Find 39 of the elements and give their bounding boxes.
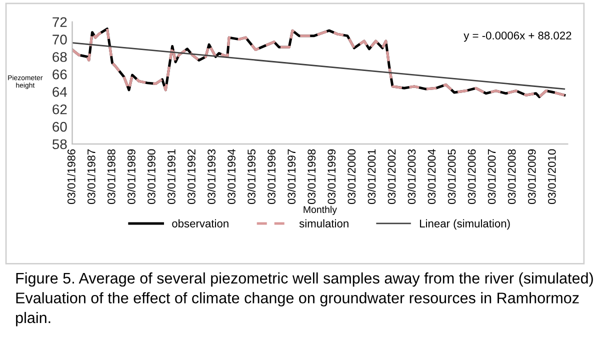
x-tick-label: 03/01/2010 xyxy=(548,149,556,204)
x-tick-label: 03/01/1992 xyxy=(187,149,196,204)
x-tick-label: 03/01/1989 xyxy=(127,149,136,204)
x-tick-label: 03/01/2003 xyxy=(408,149,416,204)
x-tick-label: 03/01/2009 xyxy=(528,149,536,204)
legend-label: simulation xyxy=(299,219,348,228)
y-tick-label: 72 xyxy=(52,17,67,27)
x-tick-label: 03/01/2002 xyxy=(387,149,396,204)
x-tick-label: 03/01/1991 xyxy=(167,149,176,204)
x-tick-label: 03/01/2006 xyxy=(468,149,476,204)
x-tick-label: 03/01/2007 xyxy=(488,149,496,204)
x-tick-label: 03/01/1998 xyxy=(307,149,316,204)
x-tick-label: 03/01/2008 xyxy=(508,149,516,204)
y-tick-label: 60 xyxy=(52,122,67,132)
x-tick-label: 03/01/1990 xyxy=(147,149,156,204)
x-tick-label: 03/01/1995 xyxy=(247,149,256,204)
y-tick-label: 64 xyxy=(52,86,67,97)
y-tick-label: 68 xyxy=(52,52,67,62)
x-tick-label: 03/01/2000 xyxy=(347,149,356,204)
x-axis-title: Monthly xyxy=(304,206,337,215)
legend-label: Linear (simulation) xyxy=(420,219,510,230)
y-tick-label: 62 xyxy=(52,104,67,114)
annotation: y = -0.0006x + 88.022 xyxy=(464,32,572,42)
caption: Figure 5. Average of several piezometric well samples away from the river (simulated) Evaluation of the effect of climate change on groundwater resources in Ramhormoz plain. xyxy=(16,272,593,326)
x-tick-label: 03/01/1996 xyxy=(267,149,276,204)
legend-label: observation xyxy=(172,219,228,228)
x-tick-label: 03/01/1997 xyxy=(287,149,296,204)
x-tick-label: 03/01/1988 xyxy=(107,149,116,204)
x-tick-label: 03/01/1999 xyxy=(327,149,336,204)
y-tick-label: 70 xyxy=(52,34,67,44)
x-tick-label: 03/01/2004 xyxy=(428,149,436,204)
y-tick-label: 58 xyxy=(52,139,67,150)
x-tick-label: 03/01/1987 xyxy=(87,149,96,204)
x-tick-label: 03/01/1986 xyxy=(67,149,76,204)
x-tick-label: 03/01/1993 xyxy=(207,149,216,204)
x-tick-label: 03/01/1994 xyxy=(227,149,236,204)
x-tick-label: 03/01/2005 xyxy=(448,149,456,204)
y-tick-label: 66 xyxy=(52,70,67,80)
x-tick-label: 03/01/2001 xyxy=(367,149,376,204)
